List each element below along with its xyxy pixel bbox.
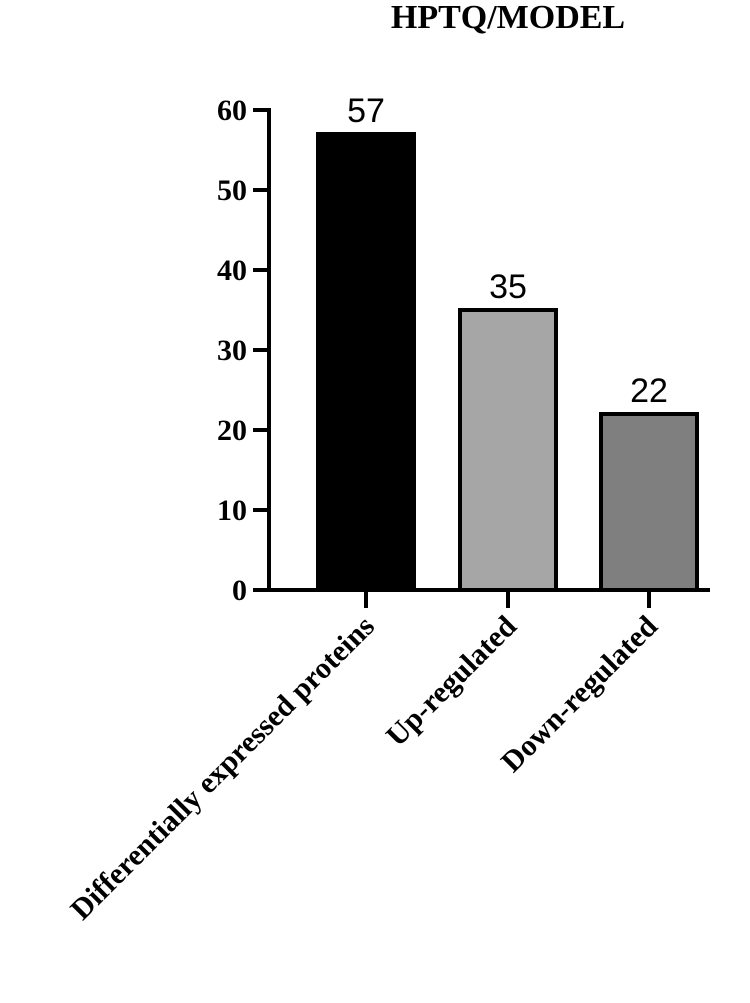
data-label-2: 35: [489, 268, 527, 306]
y-tick-label: 30: [217, 334, 247, 367]
data-label-1: 57: [347, 92, 385, 130]
category-label-1: Differentially expressed proteins: [64, 610, 381, 927]
y-tick-label: 50: [217, 174, 247, 207]
y-tick-label: 60: [217, 94, 247, 127]
bars: [316, 132, 699, 592]
y-tick-label: 20: [217, 414, 247, 447]
y-tick-label: 40: [217, 254, 247, 287]
data-label-3: 22: [630, 372, 668, 410]
bar-3: [599, 412, 699, 592]
y-tick-label: 0: [232, 574, 247, 607]
y-tick-label: 10: [217, 494, 247, 527]
bar-1: [316, 132, 416, 592]
bar-2: [458, 308, 558, 592]
category-label-2: Up-regulated: [380, 609, 523, 752]
chart-title: HPTQ/MODEL: [391, 0, 625, 36]
